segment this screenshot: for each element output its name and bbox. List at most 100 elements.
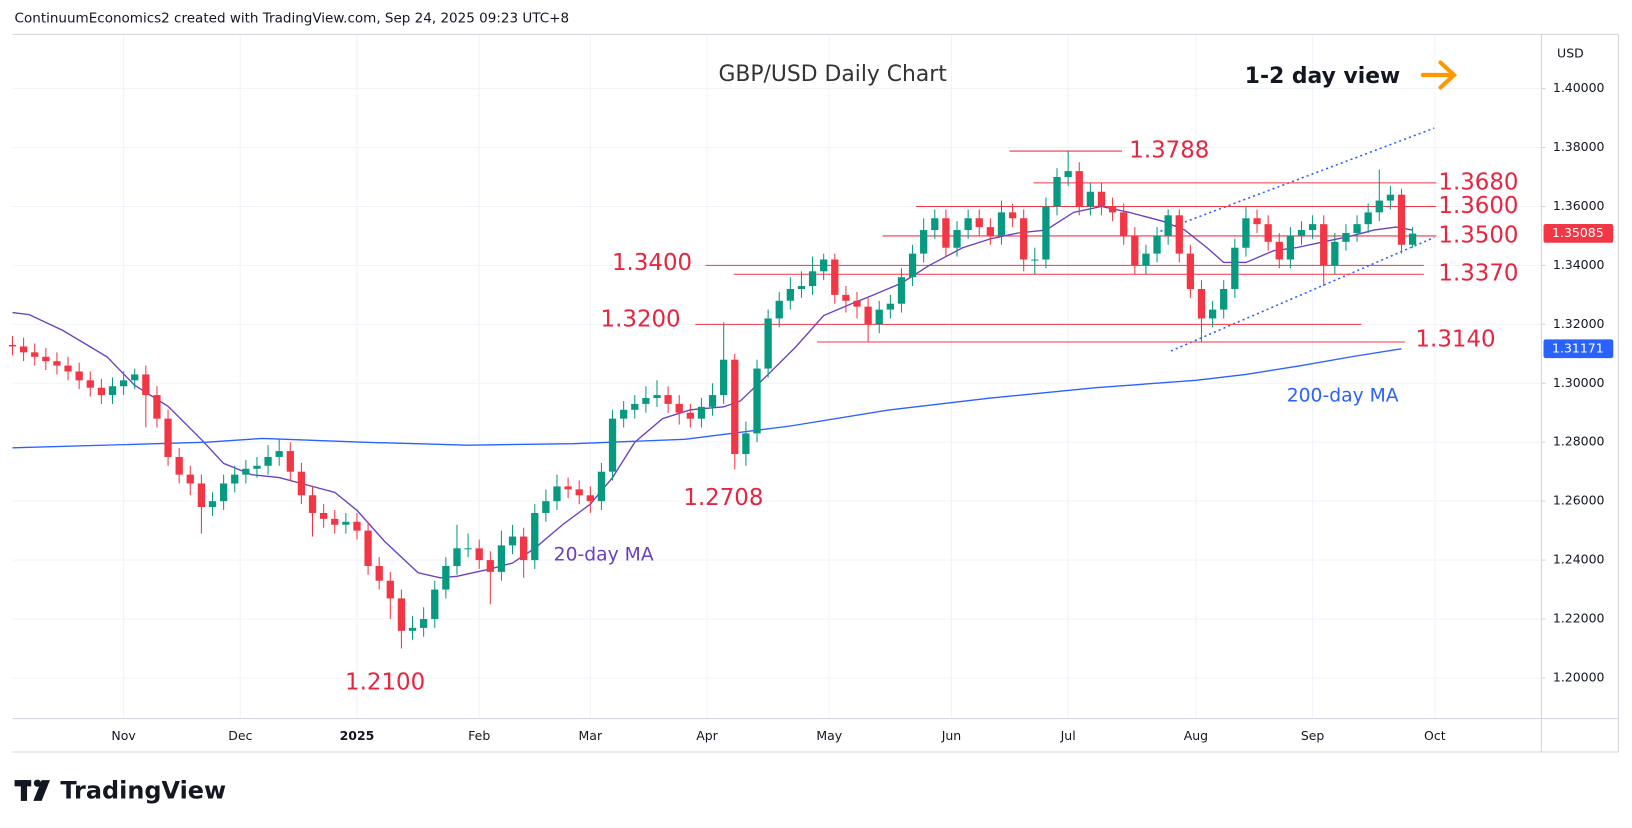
candle-body [964,218,972,231]
candle-body [308,495,317,513]
candle-body [753,368,761,434]
candle-body [1042,206,1050,260]
candle-body [642,398,650,404]
candle-body [1164,215,1172,236]
candle-body [1353,224,1361,233]
level-label: 1.2708 [683,485,763,511]
candle-body [64,365,72,372]
candle-body [264,456,272,466]
candle-body [419,619,428,628]
candle-body [908,253,917,278]
candle-body [820,259,828,272]
x-tick-label: Jun [941,728,962,743]
y-tick-label: 1.28000 [1553,434,1605,449]
candle-body [975,218,983,228]
y-tick-label: 1.32000 [1553,316,1605,331]
candle-body [931,218,939,231]
candle-body [364,530,372,566]
y-tick-label: 1.30000 [1553,375,1605,390]
y-tick-label: 1.34000 [1553,257,1605,272]
candle-body [8,344,17,347]
y-tick-label: 1.24000 [1553,552,1605,567]
candle-body [175,456,183,475]
candle-body [242,468,250,475]
candle-body [708,395,717,407]
x-tick-label: Sep [1301,728,1325,743]
candle-body [775,300,783,319]
candle-body [1342,232,1350,242]
candle-body [1286,235,1295,260]
candle-body [686,412,694,419]
x-tick-label: Oct [1424,728,1446,743]
ma-label: 20-day MA [554,545,654,566]
candle-body [108,386,117,396]
candle-body [464,548,472,550]
y-tick-label: 1.22000 [1553,611,1605,626]
candle-body [475,548,483,561]
candle-body [1197,288,1206,319]
candle-body [653,395,661,399]
x-tick-label: Aug [1184,728,1208,743]
candle-body [1008,212,1017,219]
candle-body [620,409,628,419]
x-tick-label: 2025 [340,728,375,743]
candle-body [375,565,383,581]
candle-body [1242,218,1250,248]
price-tag [1543,339,1614,359]
candle-body [853,300,861,307]
candle-body [53,361,61,366]
candle-body [297,471,306,496]
candle-body [219,483,228,502]
candle-body [1053,177,1061,207]
candle-body [397,598,406,631]
candle-body [1375,200,1383,213]
candle-body [453,548,461,566]
candle-body [86,380,94,388]
candle-body [431,589,439,620]
candle-body [186,474,194,484]
candle-body [1386,194,1395,201]
x-tick-label: Dec [228,728,252,743]
candle-body [586,495,594,502]
level-label: 1.3200 [601,307,681,333]
level-label: 1.3788 [1129,138,1209,164]
candle-body [664,395,672,404]
candle-body [119,380,128,387]
candle-body [1408,233,1417,245]
level-label: 1.3400 [612,250,692,276]
candle-body [1075,171,1083,207]
candle-body [1231,247,1239,289]
x-tick-label: Jul [1060,728,1076,743]
view-note: 1-2 day view [1245,64,1400,89]
candle-body [520,536,528,561]
level-label: 1.3600 [1438,193,1518,219]
candle-body [1253,218,1261,225]
candle-body [553,486,561,502]
candle-body [764,318,772,369]
candle-body [31,352,39,357]
candle-body [1220,288,1228,310]
candle-body [1364,212,1372,225]
candle-body [208,501,217,508]
candle-body [1031,259,1039,261]
candle-body [731,359,739,455]
candle-body [42,356,50,362]
candle-body [886,303,894,310]
y-tick-label: 1.26000 [1553,493,1605,508]
ma-line [12,348,1402,449]
candle-body [1175,215,1183,254]
y-tick-label: 1.40000 [1553,80,1605,95]
candle-body [531,512,539,561]
candles [8,151,1417,649]
x-tick-label: Feb [468,728,490,743]
candle-body [286,451,294,472]
candle-body [542,501,550,513]
header: ContinuumEconomics2 created with Trading… [15,11,570,27]
candle-body [508,536,517,546]
candle-body [1142,253,1150,266]
y-tick-label: 1.36000 [1553,198,1605,213]
candle-body [1320,224,1328,266]
candle-body [997,212,1006,236]
